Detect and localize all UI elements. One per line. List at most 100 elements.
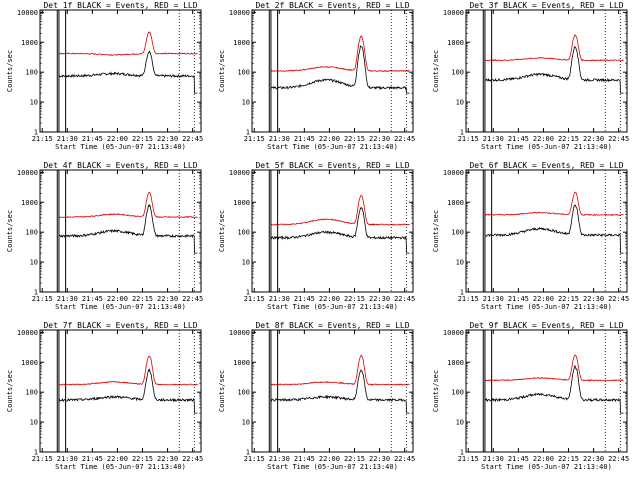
chart-title: Det_7f BLACK = Events, RED = LLD bbox=[43, 321, 197, 330]
y-tick-label: 10000 bbox=[229, 329, 250, 337]
series-line-lld bbox=[58, 31, 198, 56]
series-line-events bbox=[484, 364, 624, 414]
y-tick-label: 100 bbox=[237, 69, 250, 77]
y-tick-label: 100 bbox=[451, 389, 464, 397]
y-tick-label: 1000 bbox=[447, 199, 464, 207]
y-tick-label: 10000 bbox=[443, 9, 464, 17]
x-tick-label: 22:15 bbox=[344, 455, 365, 463]
x-tick-label: 21:15 bbox=[244, 455, 265, 463]
series-line-events bbox=[484, 46, 624, 94]
x-tick-label: 21:45 bbox=[508, 295, 529, 303]
chart-title: Det_9f BLACK = Events, RED = LLD bbox=[469, 321, 623, 330]
y-tick-label: 1000 bbox=[447, 359, 464, 367]
series-line-lld bbox=[270, 354, 410, 386]
chart-panel-7: Det_7f BLACK = Events, RED = LLD 1 10 100 10… bbox=[6, 321, 203, 471]
series-line-events bbox=[484, 204, 624, 254]
x-tick-label: 22:45 bbox=[608, 455, 629, 463]
x-tick-label: 21:30 bbox=[269, 455, 290, 463]
plot-frame bbox=[465, 169, 628, 293]
chart-title: Det_2f BLACK = Events, RED = LLD bbox=[255, 1, 409, 10]
y-axis-label: Counts/sec bbox=[6, 50, 14, 92]
x-tick-label: 22:15 bbox=[132, 135, 153, 143]
y-axis-label: Counts/sec bbox=[218, 370, 226, 412]
x-tick-label: 22:00 bbox=[533, 455, 554, 463]
x-tick-label: 21:15 bbox=[458, 135, 479, 143]
series-line-events bbox=[270, 369, 410, 414]
plot-frame bbox=[251, 329, 414, 453]
x-tick-label: 21:45 bbox=[82, 455, 103, 463]
x-tick-label: 22:30 bbox=[583, 455, 604, 463]
series-line-lld bbox=[484, 354, 624, 382]
y-tick-label: 100 bbox=[25, 69, 38, 77]
x-axis-label: Start Time (05-Jun-07 21:13:40) bbox=[55, 303, 186, 311]
y-tick-label: 10 bbox=[242, 99, 250, 107]
y-axis-label: Counts/sec bbox=[218, 50, 226, 92]
plot-frame bbox=[39, 169, 202, 293]
x-tick-label: 21:30 bbox=[483, 295, 504, 303]
x-tick-label: 22:30 bbox=[369, 135, 390, 143]
y-tick-label: 1000 bbox=[233, 359, 250, 367]
x-tick-label: 21:30 bbox=[269, 295, 290, 303]
y-tick-label: 10000 bbox=[17, 329, 38, 337]
series-line-lld bbox=[58, 191, 198, 219]
y-tick-label: 100 bbox=[451, 229, 464, 237]
series-line-lld bbox=[484, 191, 624, 217]
y-tick-label: 1 bbox=[246, 289, 250, 297]
x-tick-label: 21:45 bbox=[82, 295, 103, 303]
y-axis-label: Counts/sec bbox=[432, 50, 440, 92]
plot-frame bbox=[251, 9, 414, 133]
plot-frame bbox=[465, 9, 628, 133]
x-tick-label: 22:15 bbox=[132, 455, 153, 463]
y-axis-label: Counts/sec bbox=[6, 210, 14, 252]
y-tick-label: 1000 bbox=[21, 359, 38, 367]
series-line-events bbox=[58, 50, 198, 94]
x-tick-label: 22:30 bbox=[583, 135, 604, 143]
x-axis-label: Start Time (05-Jun-07 21:13:40) bbox=[481, 143, 612, 151]
x-tick-label: 22:30 bbox=[369, 295, 390, 303]
plot-frame bbox=[39, 9, 202, 133]
x-tick-label: 22:00 bbox=[319, 295, 340, 303]
x-tick-label: 22:15 bbox=[558, 455, 579, 463]
x-tick-label: 21:15 bbox=[32, 295, 53, 303]
x-tick-label: 22:45 bbox=[394, 455, 415, 463]
y-tick-label: 10 bbox=[456, 259, 464, 267]
x-tick-label: 21:30 bbox=[269, 135, 290, 143]
series-line-lld bbox=[270, 35, 410, 73]
x-tick-label: 21:45 bbox=[294, 455, 315, 463]
y-tick-label: 1 bbox=[34, 289, 38, 297]
y-tick-label: 1 bbox=[34, 449, 38, 457]
y-tick-label: 1 bbox=[246, 449, 250, 457]
y-tick-label: 1 bbox=[460, 289, 464, 297]
x-tick-label: 21:45 bbox=[508, 135, 529, 143]
x-axis-label: Start Time (05-Jun-07 21:13:40) bbox=[267, 303, 398, 311]
chart-panel-9: Det_9f BLACK = Events, RED = LLD 1 10 100 10… bbox=[432, 321, 629, 471]
x-axis-label: Start Time (05-Jun-07 21:13:40) bbox=[481, 463, 612, 471]
y-tick-label: 100 bbox=[237, 229, 250, 237]
x-axis-label: Start Time (05-Jun-07 21:13:40) bbox=[55, 143, 186, 151]
x-axis-label: Start Time (05-Jun-07 21:13:40) bbox=[55, 463, 186, 471]
x-tick-label: 21:45 bbox=[82, 135, 103, 143]
x-tick-label: 22:00 bbox=[107, 295, 128, 303]
y-tick-label: 10 bbox=[30, 259, 38, 267]
x-tick-label: 22:45 bbox=[394, 135, 415, 143]
series-line-events bbox=[58, 203, 198, 254]
x-tick-label: 22:15 bbox=[344, 135, 365, 143]
x-tick-label: 21:30 bbox=[483, 135, 504, 143]
chart-panel-2: Det_2f BLACK = Events, RED = LLD 1 10 100 10… bbox=[218, 1, 415, 151]
y-tick-label: 1 bbox=[246, 129, 250, 137]
x-axis-label: Start Time (05-Jun-07 21:13:40) bbox=[267, 463, 398, 471]
x-tick-label: 22:00 bbox=[107, 135, 128, 143]
x-tick-label: 22:45 bbox=[394, 295, 415, 303]
x-tick-label: 22:45 bbox=[182, 135, 203, 143]
plot-frame bbox=[39, 329, 202, 453]
y-tick-label: 10 bbox=[242, 259, 250, 267]
x-tick-label: 21:15 bbox=[32, 455, 53, 463]
y-tick-label: 1000 bbox=[21, 39, 38, 47]
y-axis-label: Counts/sec bbox=[432, 370, 440, 412]
series-line-lld bbox=[270, 194, 410, 226]
x-tick-label: 22:45 bbox=[608, 295, 629, 303]
x-tick-label: 21:15 bbox=[32, 135, 53, 143]
y-tick-label: 1 bbox=[460, 129, 464, 137]
chart-title: Det_5f BLACK = Events, RED = LLD bbox=[255, 161, 409, 170]
chart-panel-3: Det_3f BLACK = Events, RED = LLD 1 10 100 10… bbox=[432, 1, 629, 151]
